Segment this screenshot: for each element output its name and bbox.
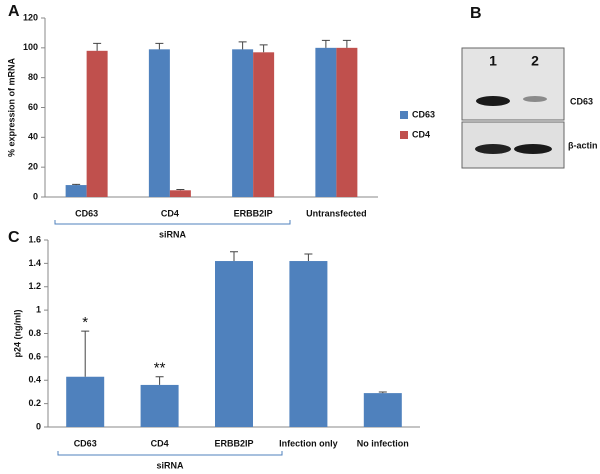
y-tick-label: 40	[28, 132, 38, 142]
y-tick-label: 1.2	[28, 281, 41, 291]
x-tick-label: ERBB2IP	[234, 208, 273, 218]
blot-band	[476, 96, 510, 106]
x-tick-label: ERBB2IP	[214, 438, 253, 448]
error-bar	[238, 41, 247, 50]
y-tick-label: 1.6	[28, 234, 41, 244]
legend-swatch	[400, 131, 408, 139]
error-bar	[155, 42, 164, 50]
error-bar	[304, 253, 313, 262]
x-tick-label: CD4	[151, 438, 169, 448]
panel-label: A	[8, 3, 20, 20]
bracket	[54, 220, 291, 225]
y-axis-label: p24 (ng/ml)	[12, 309, 22, 357]
bar	[336, 47, 358, 198]
y-tick-label: 0	[36, 421, 41, 431]
bar	[86, 50, 108, 197]
error-bar	[378, 391, 387, 394]
bracket	[57, 451, 283, 456]
y-tick-label: 100	[23, 42, 38, 52]
error-bar	[259, 44, 268, 53]
y-tick-label: 1	[36, 305, 41, 315]
x-tick-label: No infection	[357, 438, 409, 448]
row-label: CD63	[570, 96, 593, 106]
annotation: **	[154, 360, 166, 377]
blot-upper	[461, 47, 565, 121]
bar	[232, 49, 254, 198]
bracket-label: siRNA	[156, 460, 184, 470]
legend-label: CD63	[412, 109, 435, 119]
error-bar	[176, 189, 185, 191]
x-tick-label: CD4	[161, 208, 179, 218]
y-tick-label: 80	[28, 72, 38, 82]
error-bar	[93, 42, 102, 51]
error-bar	[230, 251, 238, 262]
lane-label: 1	[489, 53, 497, 69]
blot-lower	[461, 121, 565, 169]
lane-label: 2	[531, 53, 539, 69]
y-tick-label: 0.2	[28, 398, 41, 408]
bar	[289, 261, 328, 427]
blot-band	[475, 144, 511, 154]
bar	[65, 185, 87, 197]
legend-label: CD4	[412, 129, 430, 139]
y-tick-label: 0.6	[28, 351, 41, 361]
y-tick-label: 1.4	[28, 258, 41, 268]
bar	[66, 376, 105, 427]
y-tick-label: 120	[23, 12, 38, 22]
blot-band	[523, 96, 547, 102]
bar	[215, 261, 253, 427]
y-tick-label: 60	[28, 102, 38, 112]
bar	[140, 384, 179, 427]
y-axis-label: % expression of mRNA	[6, 57, 16, 157]
error-bar	[72, 183, 81, 186]
row-label: β-actin	[568, 140, 598, 150]
error-bar	[155, 376, 164, 385]
legend-swatch	[400, 111, 408, 119]
bar	[315, 47, 337, 198]
bar	[253, 52, 275, 197]
bracket-label: siRNA	[159, 229, 187, 239]
error-bar	[81, 330, 90, 377]
bar	[148, 49, 170, 198]
blot-band	[514, 144, 552, 154]
y-tick-label: 0.4	[28, 375, 41, 385]
x-tick-label: Untransfected	[306, 208, 367, 218]
panel-label: C	[8, 229, 20, 246]
bar	[169, 190, 191, 197]
y-tick-label: 20	[28, 162, 38, 172]
y-tick-label: 0	[33, 191, 38, 201]
error-bar	[321, 39, 330, 48]
y-tick-label: 0.8	[28, 328, 41, 338]
x-tick-label: CD63	[74, 438, 97, 448]
x-tick-label: CD63	[75, 208, 98, 218]
x-tick-label: Infection only	[279, 438, 338, 448]
bar	[363, 393, 402, 427]
error-bar	[342, 39, 351, 48]
annotation: *	[82, 314, 88, 331]
panel-label: B	[470, 5, 482, 22]
